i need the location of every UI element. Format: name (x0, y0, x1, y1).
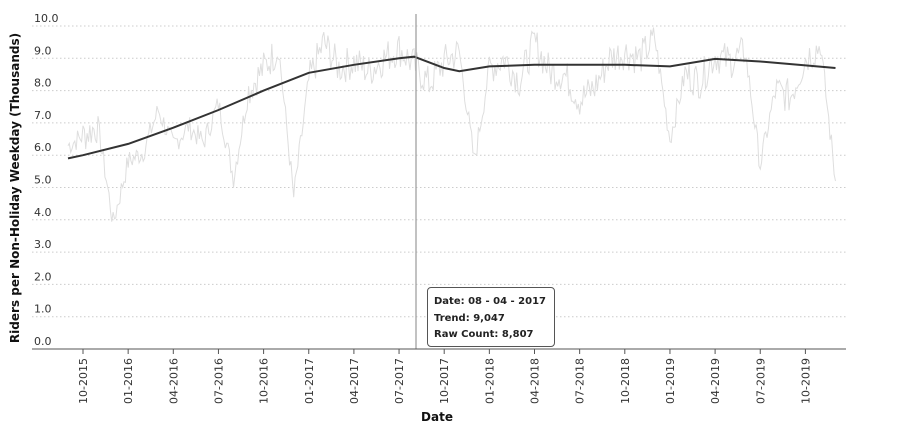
x-tick-label: 01-2017 (303, 358, 316, 404)
x-tick-label: 07-2018 (574, 358, 587, 404)
tooltip-raw-count: Raw Count: 8,807 (434, 329, 534, 340)
x-tick-label: 07-2016 (212, 358, 225, 404)
x-tick-label: 01-2018 (483, 358, 496, 404)
x-tick-label: 10-2018 (619, 358, 632, 404)
x-tick-label: 10-2019 (799, 358, 812, 404)
x-tick-label: 10-2017 (438, 358, 451, 404)
raw-count-series (67, 27, 836, 222)
y-tick-label: 1.0 (34, 303, 52, 316)
x-tick-label: 10-2016 (258, 358, 271, 404)
y-tick-label: 6.0 (34, 141, 52, 154)
x-tick-label: 07-2019 (754, 358, 767, 404)
x-tick-label: 01-2016 (122, 358, 135, 404)
x-tick-label: 07-2017 (393, 358, 406, 404)
x-tick-label: 04-2018 (529, 358, 542, 404)
x-axis-title: Date (421, 410, 453, 424)
tooltip-date: Date: 08 - 04 - 2017 (434, 296, 546, 307)
y-tick-label: 3.0 (34, 238, 52, 251)
y-tick-label: 7.0 (34, 109, 52, 122)
y-axis-ticks: 0.0 1.0 2.0 3.0 4.0 5.0 6.0 7.0 8.0 9.0 10.0 (34, 12, 59, 348)
y-tick-label: 0.0 (34, 335, 52, 348)
tooltip-trend: Trend: 9,047 (434, 312, 505, 324)
y-tick-label: 2.0 (34, 270, 52, 283)
x-tick-label: 04-2017 (348, 358, 361, 404)
y-tick-label: 8.0 (34, 77, 52, 90)
y-tick-label: 10.0 (34, 12, 59, 25)
x-tick-label: 01-2019 (664, 358, 677, 404)
y-tick-label: 4.0 (34, 206, 52, 219)
hover-tooltip: Date: 08 - 04 - 2017 Trend: 9,047 Raw Co… (427, 287, 555, 347)
x-tick-label: 04-2016 (167, 358, 180, 404)
x-tick-label: 10-2015 (77, 358, 90, 404)
trend-series (67, 55, 836, 160)
y-tick-label: 9.0 (34, 44, 52, 57)
x-axis-ticks: 10-2015 01-2016 04-2016 07-2016 10-2016 01-20… (77, 349, 812, 404)
x-tick-label: 04-2019 (709, 358, 722, 404)
y-axis-title: Riders per Non-Holiday Weekday (Thousand… (8, 33, 22, 343)
y-tick-label: 5.0 (34, 174, 52, 187)
